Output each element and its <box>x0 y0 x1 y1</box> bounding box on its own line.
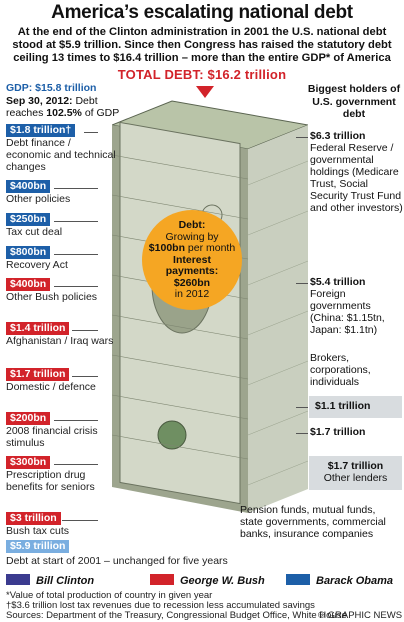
base-debt-note: Debt at start of 2001 – unchanged for fi… <box>6 555 228 567</box>
item-label: Recovery Act <box>6 259 68 271</box>
holder-foreign: $5.4 trillion Foreign governments (China… <box>310 276 404 336</box>
holder-fed: $6.3 trillion Federal Reserve / governme… <box>310 130 404 214</box>
item-label: Domestic / defence <box>6 381 96 393</box>
item-label: Debt finance / economic and technical ch… <box>6 137 116 173</box>
circle-debt: Debt: <box>178 219 206 231</box>
item-label: Bush tax cuts <box>6 525 70 537</box>
item-recovery-act: $800bn Recovery Act <box>6 246 116 271</box>
connector <box>296 137 308 138</box>
gdp-reaches: reaches <box>6 107 44 119</box>
gdp-date: Sep 30, 2012: <box>6 94 73 107</box>
connector <box>296 407 308 408</box>
item-stimulus: $200bn 2008 financial crisis stimulus <box>6 412 116 449</box>
item-label: Prescription drug benefits for seniors <box>6 469 95 493</box>
holder-brokers-amount: $1.1 trillion <box>309 396 402 418</box>
connector <box>54 254 98 255</box>
item-amount: $1.7 trillion <box>6 368 70 381</box>
item-amount: $5.9 trillion <box>6 540 70 553</box>
connector <box>54 221 98 222</box>
total-debt: TOTAL DEBT: $16.2 trillion <box>117 67 287 82</box>
circle-amount: $100bn <box>148 242 185 254</box>
connector <box>54 188 98 189</box>
holder-label: Foreign governments (China: $1.15tn, Jap… <box>310 288 385 336</box>
item-label: Other policies <box>6 193 71 205</box>
item-amount: $3 trillion <box>6 512 61 525</box>
item-amount: $200bn <box>6 412 51 425</box>
circle-year: in 2012 <box>174 288 210 300</box>
connector <box>72 330 98 331</box>
debt-growth-circle: Debt: Growing by $100bn per month Intere… <box>142 210 242 310</box>
item-amount: $1.4 trillion <box>6 322 70 335</box>
page-title: America’s escalating national debt <box>51 2 353 23</box>
item-label: 2008 financial crisis stimulus <box>6 425 98 449</box>
footnote-sources: Sources: Department of the Treasury, Con… <box>6 610 347 621</box>
intro-text: At the end of the Clinton administration… <box>12 26 392 64</box>
connector <box>72 376 98 377</box>
legend-swatch <box>6 574 30 585</box>
circle-per-month: per month <box>187 242 236 254</box>
holder-amount: $1.7 trillion <box>327 460 384 472</box>
legend-clinton: Bill Clinton <box>6 574 94 588</box>
item-amount: $800bn <box>6 246 51 259</box>
gdp-of: of GDP <box>84 107 120 119</box>
total-pointer-icon <box>196 86 214 98</box>
holder-amount: $6.3 trillion <box>310 130 366 142</box>
connector <box>296 283 308 284</box>
holder-pension-amount: $1.7 trillion <box>310 426 366 438</box>
connector <box>84 132 98 133</box>
gdp-block: GDP: $15.8 trillion Sep 30, 2012: Debt r… <box>6 82 156 120</box>
item-bush-tax-cuts: $3 trillion Bush tax cuts <box>6 512 116 537</box>
item-tax-cut-deal: $250bn Tax cut deal <box>6 213 116 238</box>
item-other-bush: $400bn Other Bush policies <box>6 278 116 303</box>
holder-amount: $5.4 trillion <box>310 276 366 288</box>
holder-pension-label: Pension funds, mutual funds, state gover… <box>240 504 386 540</box>
item-label: Tax cut deal <box>6 226 63 238</box>
legend-swatch <box>286 574 310 585</box>
item-wars: $1.4 trillion Afghanistan / Iraq wars <box>6 322 116 347</box>
item-amount: $300bn <box>6 456 51 469</box>
item-label: Afghanistan / Iraq wars <box>6 335 114 347</box>
circle-interest: Interest <box>173 253 211 266</box>
item-amount: $400bn <box>6 278 51 291</box>
copyright: © GRAPHIC NEWS <box>318 610 403 621</box>
holder-other: $1.7 trillion Other lenders <box>309 456 402 490</box>
connector <box>54 286 98 287</box>
legend-obama: Barack Obama <box>286 574 393 588</box>
connector <box>54 464 98 465</box>
legend-bush: George W. Bush <box>150 574 265 588</box>
item-label: Other Bush policies <box>6 291 98 303</box>
connector <box>296 433 308 434</box>
item-drug-benefits: $300bn Prescription drug benefits for se… <box>6 456 116 493</box>
circle-payments: payments: <box>165 265 219 277</box>
connector <box>62 520 98 521</box>
holder-label: Other lenders <box>323 472 388 484</box>
holder-label: Federal Reserve / governmental holdings … <box>310 142 403 214</box>
item-other-policies: $400bn Other policies <box>6 180 116 205</box>
gdp-percent: 102.5% <box>46 107 82 119</box>
legend-swatch <box>150 574 174 585</box>
circle-interest-amount: $260bn <box>173 276 211 289</box>
holder-brokers-label: Brokers, corporations, individuals <box>310 352 371 388</box>
item-amount: $250bn <box>6 213 51 226</box>
holders-title: Biggest holders of U.S. government debt <box>307 83 401 120</box>
circle-growing: Growing by <box>165 230 219 243</box>
item-domestic-defence: $1.7 trillion Domestic / defence <box>6 368 116 393</box>
item-amount: $1.8 trillion† <box>6 124 76 137</box>
item-debt-finance: $1.8 trillion† Debt finance / economic a… <box>6 124 116 173</box>
gdp-value: GDP: $15.8 trillion <box>6 82 97 94</box>
gdp-debt-word: Debt <box>75 94 98 107</box>
footnote-gdp: *Value of total production of country in… <box>6 590 213 601</box>
footnote-tax: †$3.6 trillion lost tax revenues due to … <box>6 600 315 611</box>
item-base-debt: $5.9 trillion <box>6 540 116 553</box>
item-amount: $400bn <box>6 180 51 193</box>
connector <box>54 420 98 421</box>
